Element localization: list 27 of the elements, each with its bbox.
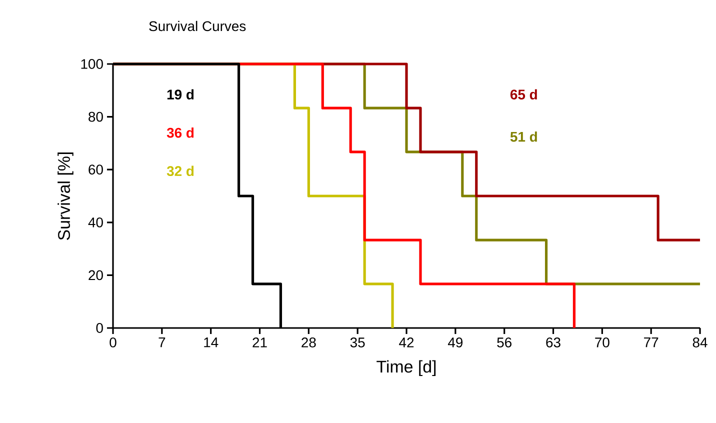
x-tick-label: 35 <box>350 338 365 348</box>
y-tick-label: 100 <box>81 59 103 69</box>
x-tick-label: 49 <box>448 338 463 348</box>
x-tick-label: 42 <box>399 338 414 348</box>
x-tick-label: 84 <box>692 338 708 348</box>
x-axis-title: Time [d] <box>376 360 436 376</box>
x-tick-label: 7 <box>158 338 166 348</box>
annotation: 19 d <box>167 89 194 100</box>
x-tick-label: 14 <box>204 338 218 348</box>
x-tick-label: 21 <box>252 338 267 348</box>
annotation: 36 d <box>166 128 194 138</box>
y-tick-label: 20 <box>88 270 103 280</box>
x-tick-label: 63 <box>546 338 560 348</box>
y-tick-label: 80 <box>88 112 103 122</box>
x-tick-label: 0 <box>110 338 116 348</box>
x-tick-label: 70 <box>595 338 610 348</box>
annotation: 51 d <box>510 131 537 142</box>
annotation: 65 d <box>510 89 537 100</box>
y-tick-label: 60 <box>88 164 103 175</box>
x-tick-label: 28 <box>302 338 316 348</box>
y-tick-label: 40 <box>88 217 103 228</box>
x-tick-label: 77 <box>644 338 658 348</box>
y-axis-title: Survival [%] <box>58 152 74 240</box>
annotation: 32 d <box>166 166 194 176</box>
x-tick-label: 56 <box>497 338 512 348</box>
chart-title: Survival Curves <box>149 20 246 32</box>
y-tick-label: 0 <box>96 323 103 333</box>
